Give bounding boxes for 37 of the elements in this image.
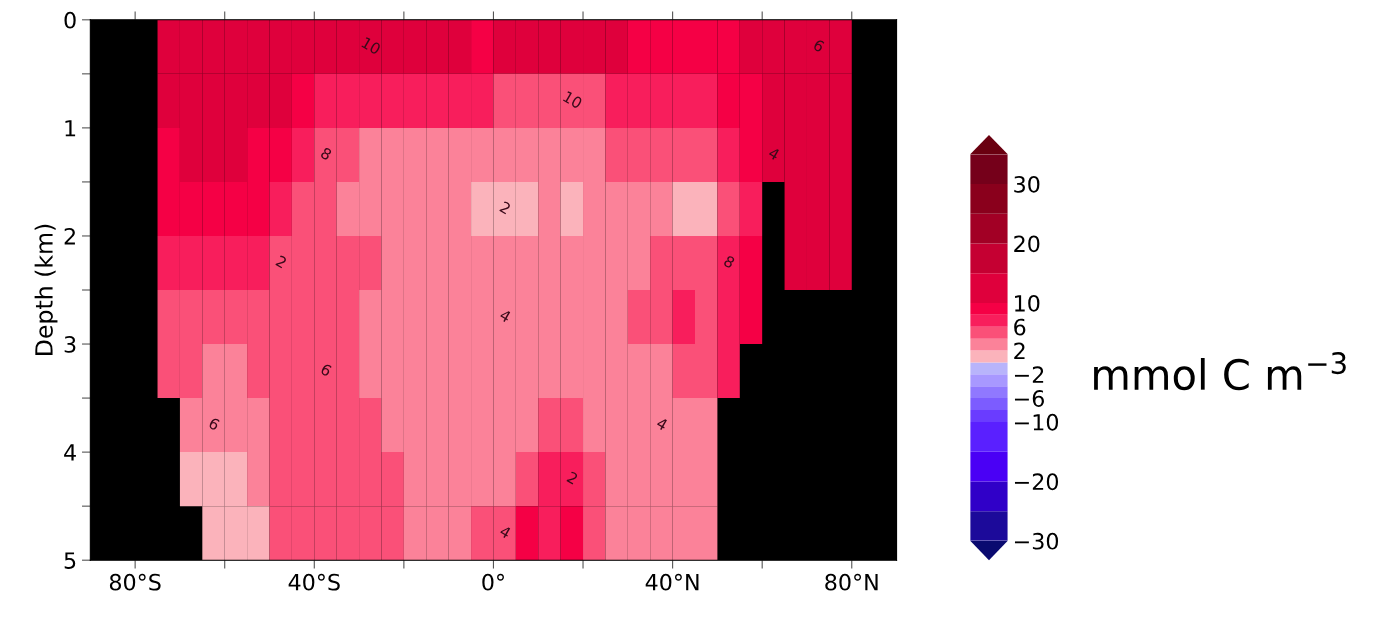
annotation: 4 — [767, 146, 781, 161]
annotation: 6 — [208, 417, 221, 431]
y-tick-label: 0 — [64, 11, 76, 29]
annotation: 8 — [319, 146, 333, 161]
color-bar-label: −20 — [1014, 473, 1059, 491]
y-tick-label: 3 — [64, 335, 76, 353]
color-bar-label: −6 — [1014, 390, 1044, 407]
annotation: 6 — [812, 38, 826, 53]
color-bar-label: 30 — [1014, 175, 1040, 193]
y-tick-label: 5 — [64, 552, 76, 569]
annotation: 4 — [655, 417, 669, 431]
y-tick-label: 4 — [64, 444, 76, 461]
annotation: 4 — [498, 525, 512, 539]
color-bar-label: 10 — [1015, 294, 1040, 312]
y-tick-label: 1 — [65, 120, 76, 137]
color-bar-label: −2 — [1014, 366, 1044, 383]
annotation: 2 — [566, 471, 579, 485]
color-bar-label: 20 — [1014, 235, 1040, 253]
y-axis-title: Depth (km) — [34, 224, 58, 355]
x-tick-label: 80°N — [825, 573, 878, 591]
annotation: 2 — [275, 254, 288, 269]
color-bar-title: mmol C m$^{−3}$ — [1094, 352, 1346, 391]
color-bar-label: 6 — [1014, 318, 1026, 336]
color-bar-label: −30 — [1014, 532, 1059, 550]
annotation: 8 — [723, 254, 736, 269]
x-tick-label: 0° — [482, 573, 504, 591]
x-tick-label: 80°S — [109, 573, 161, 591]
annotation: 6 — [319, 362, 333, 377]
y-tick-label: 2 — [64, 227, 75, 245]
annotation: 2 — [499, 200, 512, 215]
color-bar-label: −10 — [1014, 413, 1059, 431]
color-bar-label: 2 — [1014, 342, 1025, 359]
x-tick-label: 40°N — [645, 573, 699, 591]
annotation: 10 — [562, 90, 583, 110]
annotation: 4 — [498, 308, 512, 323]
x-tick-label: 40°S — [288, 573, 340, 591]
annotation: 10 — [361, 36, 382, 56]
